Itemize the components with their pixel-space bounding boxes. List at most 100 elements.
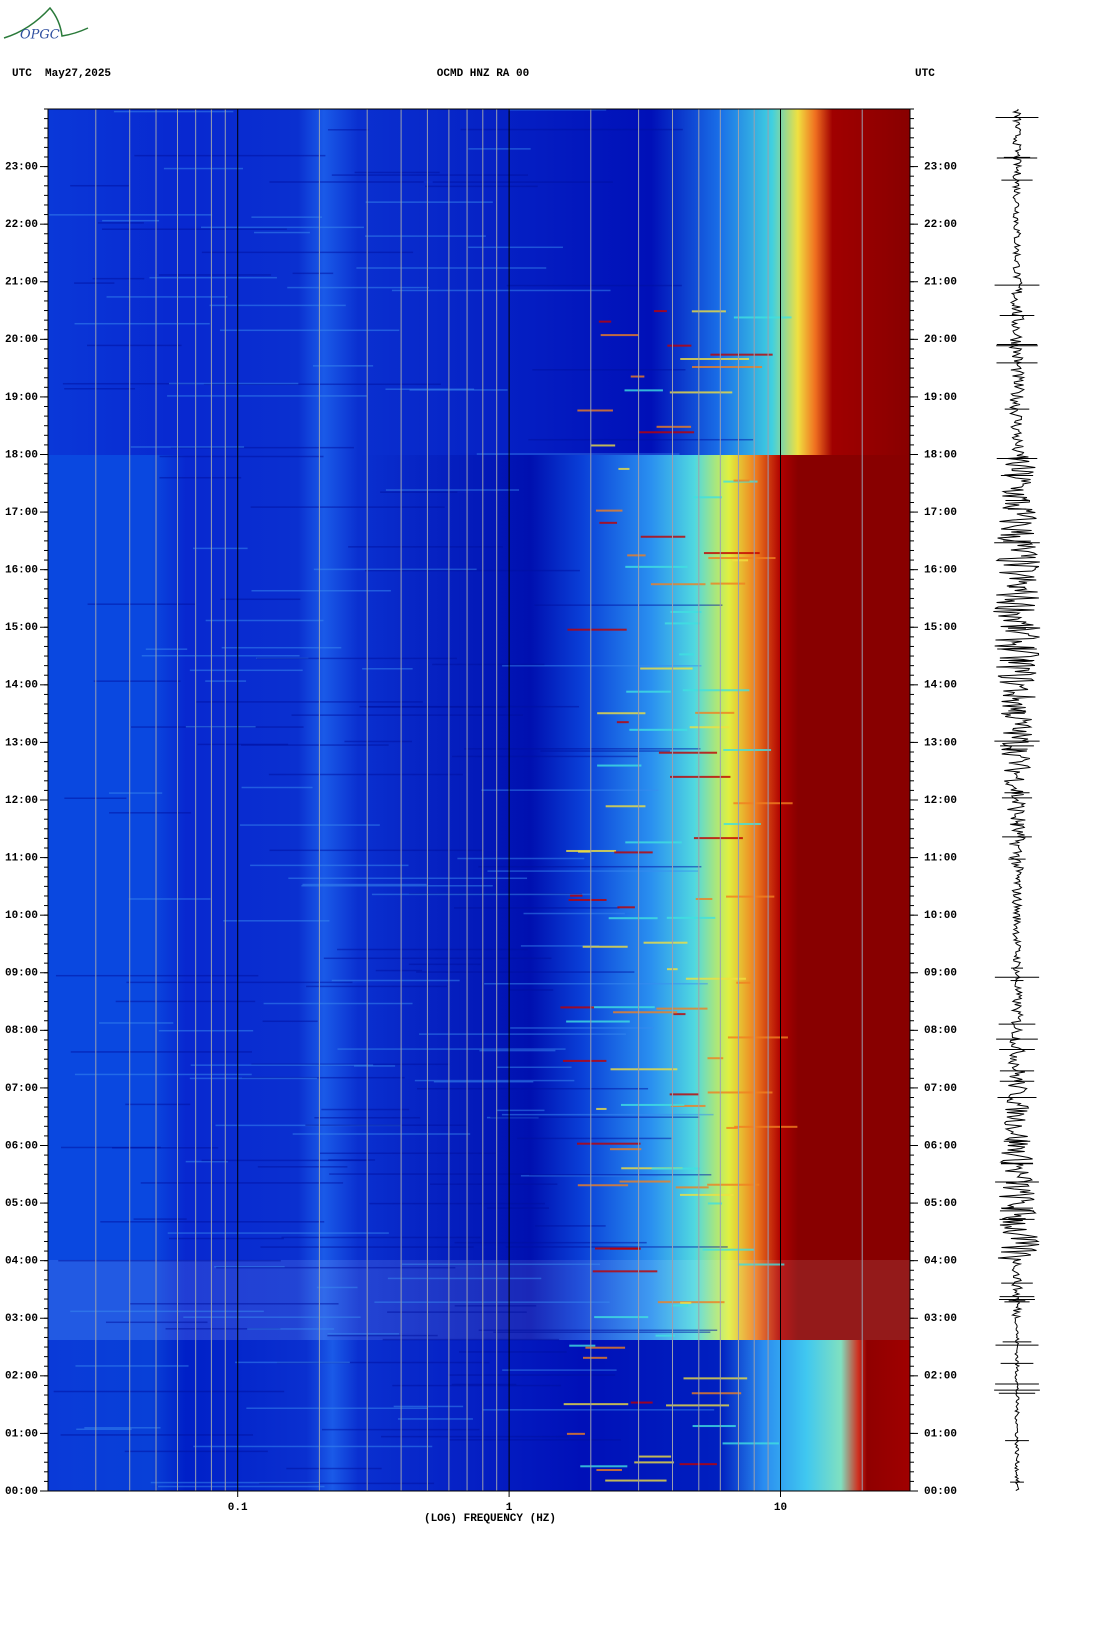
- spectrogram-streak: [408, 963, 481, 966]
- spectrogram-streak: [478, 865, 702, 868]
- spectrogram-streak: [145, 648, 188, 650]
- spectrogram-streak: [594, 1316, 649, 1319]
- spectrogram-streak: [419, 1033, 626, 1035]
- spectrogram-streak: [190, 1064, 374, 1066]
- spectrogram-streak: [74, 322, 210, 325]
- spectrogram-streak: [251, 216, 323, 218]
- y-tick-label: 20:00: [5, 334, 38, 346]
- spectrogram-streak: [490, 1116, 700, 1118]
- spectrogram-streak: [286, 1467, 382, 1470]
- spectrogram-streak: [432, 663, 545, 666]
- y-tick-label: 21:00: [5, 277, 38, 289]
- spectrogram-streak: [97, 222, 144, 224]
- spectrogram-streak: [693, 496, 722, 499]
- spectrogram-streak: [726, 895, 775, 898]
- spectrogram-streak: [241, 786, 313, 789]
- spectrogram-streak: [736, 981, 751, 984]
- y-tick-label: 00:00: [924, 1486, 957, 1498]
- y-tick-label: 11:00: [5, 852, 38, 864]
- spectrogram-streak: [331, 979, 460, 982]
- spectrogram-band: [48, 1340, 910, 1491]
- spectrogram-streak: [250, 506, 445, 508]
- spectrogram-streak: [540, 750, 671, 752]
- spectrogram-streak: [597, 764, 642, 767]
- spectrogram-streak: [650, 583, 706, 586]
- y-tick-label: 07:00: [5, 1083, 38, 1095]
- spectrogram-streak: [520, 945, 600, 947]
- spectrogram-streak: [259, 1482, 435, 1485]
- y-tick-label: 06:00: [5, 1140, 38, 1152]
- spectrogram-streak: [670, 1104, 706, 1107]
- spectrogram-streak: [126, 981, 353, 984]
- spectrogram-streak: [353, 1065, 396, 1067]
- spectrogram-streak: [625, 565, 688, 568]
- spectrogram-streak: [666, 916, 716, 919]
- spectrogram-streak: [380, 491, 458, 493]
- spectrogram-streak: [195, 701, 423, 703]
- spectrogram-streak: [327, 1333, 400, 1335]
- spectrogram-streak: [385, 388, 475, 390]
- spectrogram-streak: [354, 171, 440, 174]
- spectrogram-streak: [140, 1182, 344, 1184]
- spectrogram-streak: [169, 382, 299, 385]
- spectrogram-streak: [159, 455, 324, 458]
- spectrogram-streak: [708, 557, 776, 560]
- spectrogram-streak: [625, 841, 682, 844]
- spectrogram-streak: [693, 837, 743, 840]
- spectrogram-streak: [454, 1241, 647, 1244]
- y-tick-label: 03:00: [924, 1313, 957, 1325]
- spectrogram-streak: [115, 1000, 256, 1003]
- spectrogram-streak: [609, 1148, 642, 1151]
- spectrogram-streak: [100, 1221, 325, 1223]
- spectrogram-streak: [201, 251, 414, 254]
- spectrogram-streak: [671, 1304, 689, 1307]
- spectrogram-streak: [102, 219, 160, 222]
- spectrogram-streak: [727, 1036, 788, 1039]
- spectrogram-streak: [109, 812, 192, 814]
- y-tick-label: 04:00: [924, 1256, 957, 1268]
- spectrogram-streak: [193, 1445, 433, 1448]
- spectrogram-streak: [250, 864, 409, 867]
- spectrogram-streak: [306, 985, 448, 988]
- spectrogram-streak: [651, 1167, 701, 1170]
- spectrogram-streak: [640, 667, 693, 670]
- spectrogram-streak: [375, 969, 423, 972]
- spectrogram-streak: [680, 357, 750, 360]
- spectrogram-streak: [609, 1247, 641, 1250]
- spectrogram-streak: [433, 1080, 534, 1083]
- spectrogram-streak: [364, 569, 580, 572]
- spectrogram-streak: [448, 1439, 621, 1441]
- spectrogram-streak: [667, 344, 692, 347]
- spectrogram-streak: [112, 1147, 219, 1149]
- spectrogram-streak: [638, 1455, 672, 1458]
- spectrogram-streak: [509, 989, 554, 991]
- spectrogram-streak: [614, 851, 653, 854]
- spectrogram-streak: [707, 1183, 760, 1186]
- spectrogram-streak: [425, 185, 538, 188]
- spectrogram-streak: [276, 1361, 490, 1364]
- spectrogram-streak: [241, 744, 389, 746]
- spectrogram-streak: [610, 1068, 678, 1071]
- y-tick-label: 23:00: [924, 161, 957, 173]
- spectrogram-streak: [239, 824, 380, 826]
- spectrogram-streak: [288, 877, 528, 880]
- spectrogram-streak: [616, 721, 629, 724]
- x-axis-label: (LOG) FREQUENCY (HZ): [424, 1513, 556, 1525]
- spectrogram-streak: [486, 1207, 549, 1209]
- spectrogram-streak: [619, 1180, 671, 1183]
- spectrogram-streak: [130, 446, 245, 448]
- spectrogram-streak: [723, 823, 761, 826]
- spectrogram-streak: [669, 391, 733, 394]
- spectrogram-streak: [209, 304, 346, 307]
- spectrogram-streak: [316, 1286, 358, 1289]
- spectrogram-streak: [327, 129, 369, 131]
- y-tick-label: 12:00: [924, 795, 957, 807]
- spectrogram-streak: [70, 1051, 253, 1053]
- y-tick-label: 00:00: [5, 1486, 38, 1498]
- spectrogram-streak: [268, 773, 463, 776]
- spectrogram-streak: [501, 1113, 714, 1116]
- spectrogram-band: [48, 1260, 910, 1340]
- spectrogram-streak: [369, 1202, 545, 1205]
- spectrogram-streak: [165, 1328, 281, 1330]
- spectrogram-streak: [401, 1263, 601, 1266]
